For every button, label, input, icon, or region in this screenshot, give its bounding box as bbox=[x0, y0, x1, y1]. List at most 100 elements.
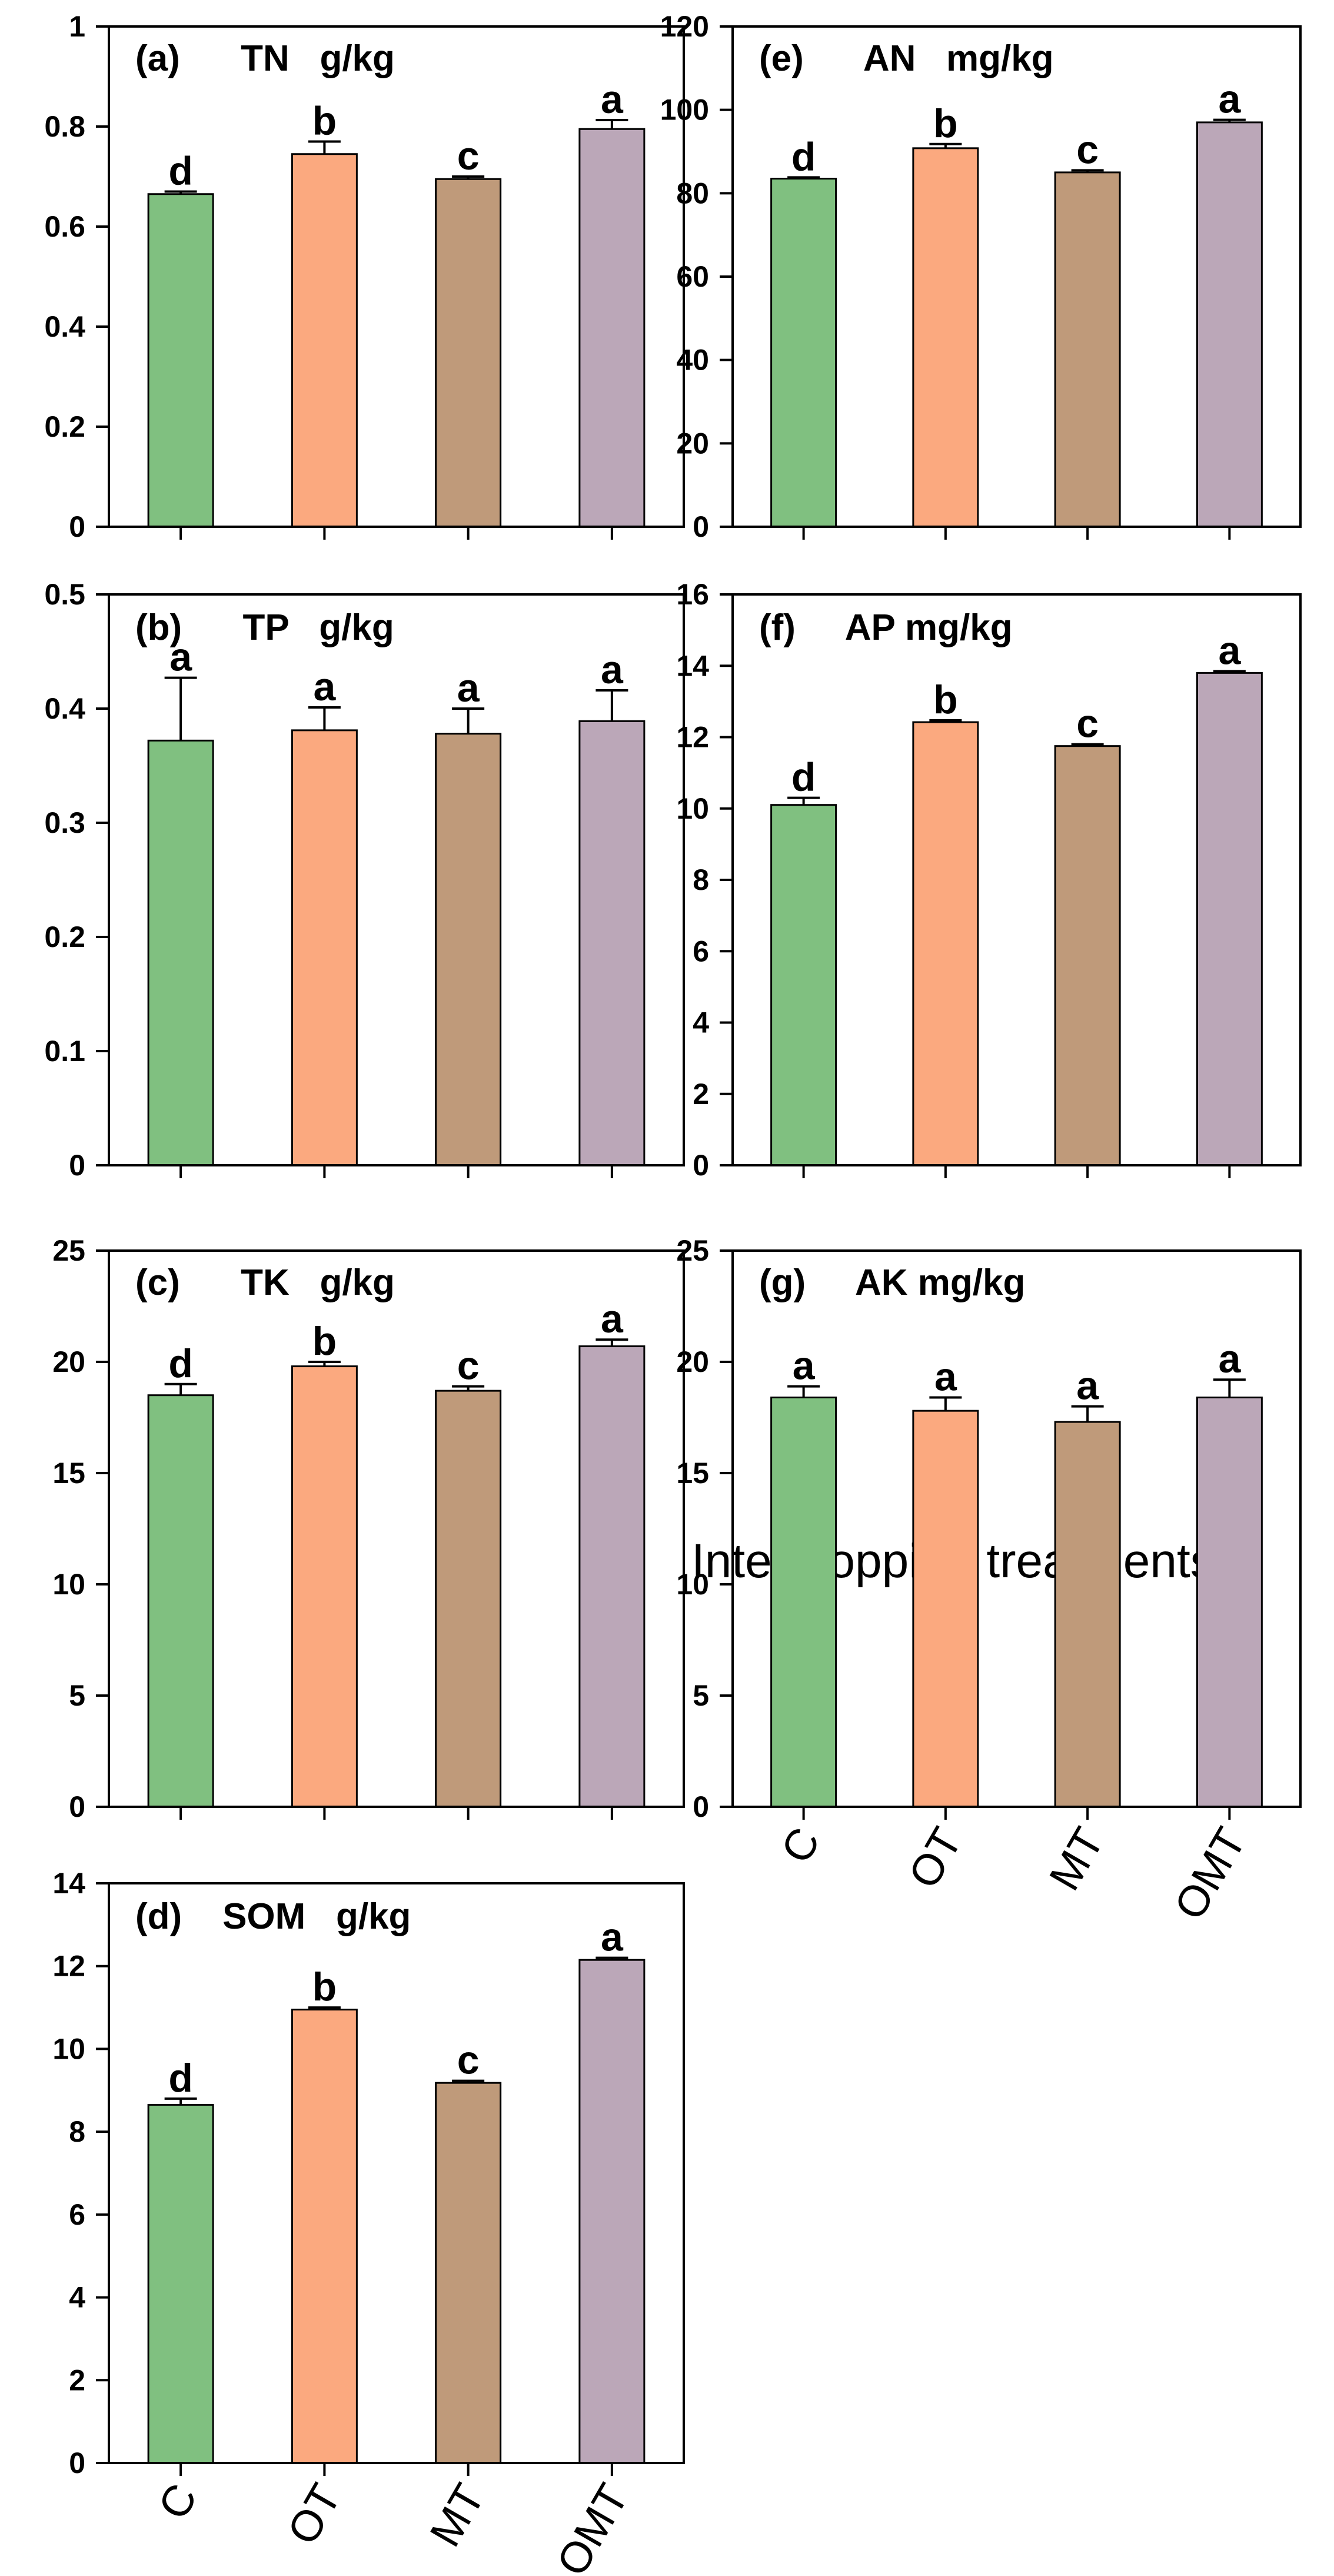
significance-letter-a-mt: c bbox=[457, 134, 480, 178]
plot-frame-b bbox=[108, 593, 685, 1166]
y-tick-label-f: 4 bbox=[693, 1006, 709, 1039]
y-tick-label-d: 0 bbox=[69, 2447, 85, 2479]
y-tick-label-b: 0.4 bbox=[44, 692, 85, 725]
bar-f-c bbox=[770, 804, 837, 1166]
y-tick-label-d: 12 bbox=[52, 1950, 85, 1983]
y-tick-label-e: 0 bbox=[693, 510, 709, 543]
significance-letter-e-ot: b bbox=[933, 101, 958, 146]
significance-letter-a-c: d bbox=[168, 149, 193, 194]
category-label-g-c: C bbox=[771, 1820, 830, 1872]
significance-letter-b-mt: a bbox=[457, 666, 480, 710]
y-tick-label-b: 0.3 bbox=[44, 806, 85, 839]
bar-e-ot bbox=[912, 147, 979, 528]
bar-c-ot bbox=[291, 1365, 358, 1808]
y-tick-label-g: 20 bbox=[676, 1345, 709, 1378]
significance-letter-c-ot: b bbox=[312, 1319, 337, 1364]
y-tick-label-f: 0 bbox=[693, 1149, 709, 1182]
bar-c-c bbox=[147, 1394, 214, 1808]
y-tick-label-d: 8 bbox=[69, 2115, 85, 2148]
y-tick-label-e: 80 bbox=[676, 177, 709, 210]
panel-title-e: (e) AN mg/kg bbox=[759, 38, 1054, 79]
y-tick-label-e: 100 bbox=[660, 94, 709, 127]
y-tick-label-d: 2 bbox=[69, 2364, 85, 2396]
y-tick-label-b: 0.5 bbox=[44, 578, 85, 611]
plot-frame-a bbox=[108, 25, 685, 528]
plot-frame-c bbox=[108, 1249, 685, 1808]
y-tick-label-f: 2 bbox=[693, 1078, 709, 1111]
significance-letter-e-c: d bbox=[791, 134, 816, 179]
bar-b-c bbox=[147, 739, 214, 1166]
y-tick-label-a: 0 bbox=[69, 510, 85, 543]
bar-b-ot bbox=[291, 729, 358, 1166]
significance-letter-b-ot: a bbox=[313, 664, 336, 709]
bar-a-ot bbox=[291, 153, 358, 528]
y-tick-label-b: 0 bbox=[69, 1149, 85, 1182]
significance-letter-f-omt: a bbox=[1218, 628, 1241, 673]
category-label-d-omt: OMT bbox=[547, 2476, 638, 2576]
bar-f-omt bbox=[1196, 672, 1263, 1166]
y-tick-label-a: 0.2 bbox=[44, 410, 85, 443]
category-label-g-ot: OT bbox=[899, 1820, 971, 1896]
y-tick-label-f: 12 bbox=[676, 721, 709, 754]
y-tick-label-f: 16 bbox=[676, 578, 709, 611]
panel-title-b: (b) TP g/kg bbox=[135, 607, 394, 648]
category-label-g-omt: OMT bbox=[1165, 1820, 1255, 1928]
y-tick-label-c: 15 bbox=[52, 1457, 85, 1490]
y-tick-label-g: 0 bbox=[693, 1790, 709, 1823]
category-label-d-ot: OT bbox=[278, 2476, 350, 2552]
significance-letter-c-omt: a bbox=[601, 1297, 624, 1341]
category-label-d-c: C bbox=[148, 2476, 207, 2528]
y-tick-label-c: 5 bbox=[69, 1679, 85, 1712]
bar-e-omt bbox=[1196, 121, 1263, 528]
y-tick-label-a: 0.4 bbox=[44, 310, 85, 343]
bar-a-mt bbox=[435, 178, 502, 528]
bar-d-omt bbox=[578, 1959, 646, 2464]
significance-letter-g-ot: a bbox=[934, 1354, 957, 1399]
significance-letter-b-omt: a bbox=[601, 647, 624, 692]
significance-letter-d-mt: c bbox=[457, 2038, 480, 2083]
significance-letter-g-c: a bbox=[793, 1344, 816, 1388]
y-tick-label-c: 25 bbox=[52, 1234, 85, 1267]
significance-letter-g-omt: a bbox=[1218, 1337, 1241, 1381]
bar-d-c bbox=[147, 2103, 214, 2464]
bar-b-mt bbox=[435, 733, 502, 1166]
significance-letter-d-ot: b bbox=[312, 1965, 337, 2009]
bar-c-mt bbox=[435, 1390, 502, 1808]
plot-frame-d bbox=[108, 1882, 685, 2464]
category-label-g-mt: MT bbox=[1040, 1820, 1113, 1899]
panel-title-f: (f) AP mg/kg bbox=[759, 607, 1013, 648]
bar-a-omt bbox=[578, 128, 646, 528]
bar-a-c bbox=[147, 193, 214, 528]
y-tick-label-c: 10 bbox=[52, 1568, 85, 1601]
significance-letter-e-mt: c bbox=[1076, 127, 1099, 172]
y-tick-label-b: 0.2 bbox=[44, 920, 85, 953]
bar-g-c bbox=[770, 1396, 837, 1808]
panel-f: d b c a 0 2 4 6 8 10 12 14 16 (f) AP mg/kg bbox=[676, 578, 1302, 1182]
significance-letter-f-mt: c bbox=[1076, 702, 1099, 746]
bar-g-ot bbox=[912, 1410, 979, 1808]
panel-a: d b c a 0 0.2 0.4 0.6 0.8 1 (a) TN g/kg bbox=[44, 10, 685, 543]
panel-e: d b c a 0 20 40 60 80 100 120 (e) AN mg/kg bbox=[660, 10, 1302, 543]
y-tick-label-e: 60 bbox=[676, 260, 709, 293]
y-tick-label-b: 0.1 bbox=[44, 1035, 85, 1068]
significance-letter-c-mt: c bbox=[457, 1344, 480, 1388]
panel-c: d b c a 0 5 10 15 20 25 (c) TK g/kg bbox=[52, 1234, 685, 1823]
bar-e-mt bbox=[1054, 171, 1121, 528]
significance-letter-c-c: d bbox=[168, 1341, 193, 1386]
y-tick-label-g: 5 bbox=[693, 1679, 709, 1712]
bar-e-c bbox=[770, 178, 837, 528]
y-tick-label-e: 120 bbox=[660, 10, 709, 43]
y-tick-label-c: 0 bbox=[69, 1790, 85, 1823]
bar-f-ot bbox=[912, 721, 979, 1166]
y-tick-label-c: 20 bbox=[52, 1345, 85, 1378]
y-tick-label-f: 8 bbox=[693, 863, 709, 896]
y-tick-label-e: 20 bbox=[676, 427, 709, 460]
significance-letter-a-omt: a bbox=[601, 77, 624, 122]
y-tick-label-a: 0.6 bbox=[44, 210, 85, 243]
bar-d-mt bbox=[435, 2082, 502, 2464]
panel-title-d: (d) SOM g/kg bbox=[135, 1896, 411, 1937]
y-tick-label-d: 6 bbox=[69, 2198, 85, 2231]
bar-g-omt bbox=[1196, 1396, 1263, 1808]
y-tick-label-a: 0.8 bbox=[44, 110, 85, 143]
